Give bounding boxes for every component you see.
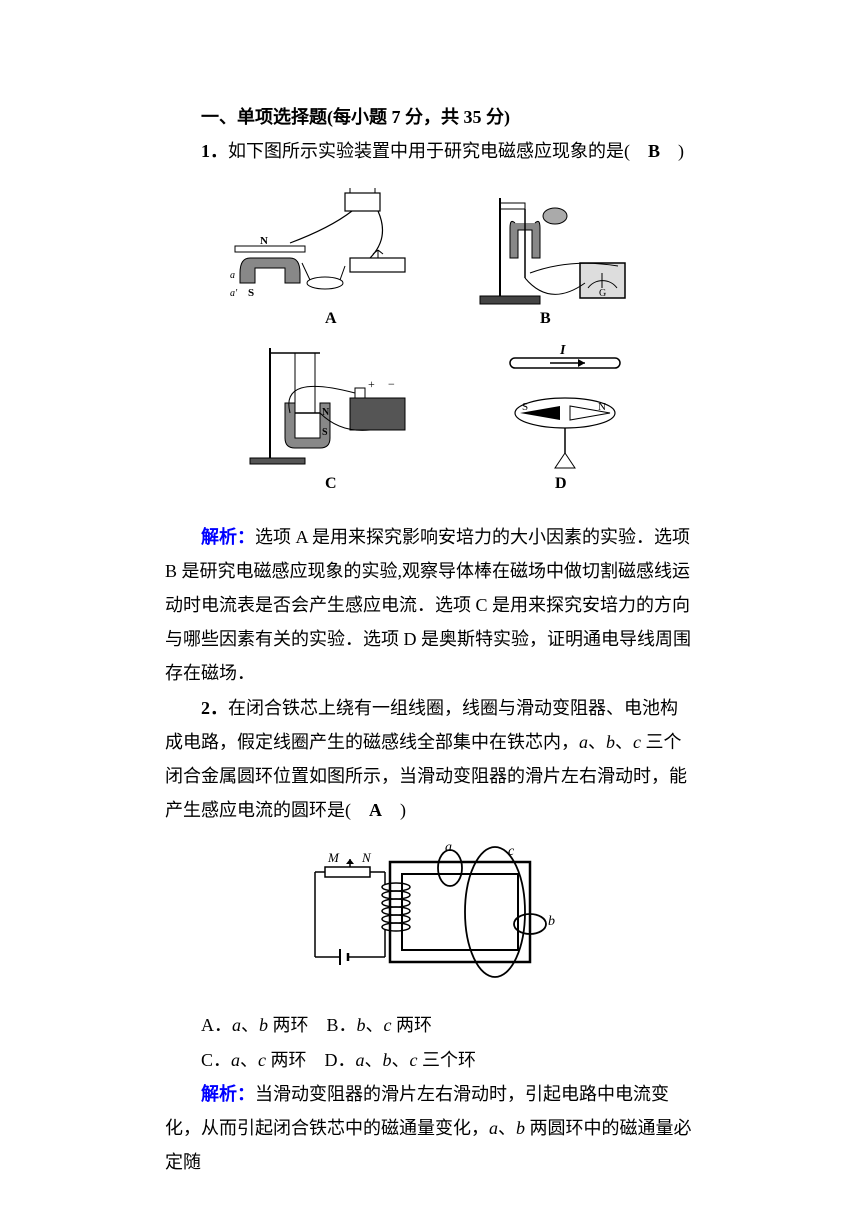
- q1-label-d: D: [555, 475, 567, 492]
- q1-explanation: 解析：选项 A 是用来探究影响安培力的大小因素的实验．选项 B 是研究电磁感应现…: [165, 520, 695, 691]
- svg-text:c: c: [508, 844, 515, 859]
- q2-b: b: [606, 732, 615, 752]
- opt-c-a: a: [231, 1050, 240, 1070]
- q2-number: 2．: [201, 698, 228, 718]
- q1-figure: N a S a' A G: [165, 178, 695, 509]
- svg-text:S: S: [248, 287, 254, 299]
- opt-d-c: c: [410, 1050, 418, 1070]
- q1-label-a: A: [325, 310, 337, 327]
- question-2: 2．在闭合铁芯上绕有一组线圈，线圈与滑动变阻器、电池构成电路，假定线圈产生的磁感…: [165, 691, 695, 828]
- opt-c-label: C．: [201, 1050, 231, 1070]
- opt-a-text: 两环: [268, 1015, 309, 1035]
- opt-a-a: a: [232, 1015, 241, 1035]
- q2-answer: A: [369, 800, 382, 820]
- question-1: 1．如下图所示实验装置中用于研究电磁感应现象的是( B ): [165, 134, 695, 168]
- q2-sep2: 、: [615, 732, 633, 752]
- q2-sep1: 、: [588, 732, 606, 752]
- svg-text:a': a': [230, 288, 238, 299]
- svg-text:−: −: [388, 377, 395, 391]
- opt-a-b: b: [259, 1015, 268, 1035]
- opt-d-b: b: [383, 1050, 392, 1070]
- q2-a: a: [579, 732, 588, 752]
- svg-text:G: G: [599, 288, 606, 299]
- svg-text:a: a: [445, 840, 452, 855]
- opt-c-sep: 、: [240, 1050, 258, 1070]
- q2-exp-a: a: [489, 1118, 498, 1138]
- opt-b-sep: 、: [366, 1015, 384, 1035]
- opt-d-sep1: 、: [365, 1050, 383, 1070]
- svg-text:a: a: [230, 270, 235, 281]
- svg-text:b: b: [548, 914, 555, 929]
- q2-exp-sep: 、: [498, 1118, 516, 1138]
- q1-number: 1．: [201, 141, 228, 161]
- q2-option-cd: C．a、c 两环 D．a、b、c 三个环: [165, 1043, 695, 1077]
- opt-b-c: c: [384, 1015, 392, 1035]
- svg-text:N: N: [361, 850, 372, 865]
- opt-b-b: b: [357, 1015, 366, 1035]
- q2-figure: a b c M N: [165, 837, 695, 998]
- opt-a-sep: 、: [241, 1015, 259, 1035]
- q2-c: c: [633, 732, 641, 752]
- q1-text: 如下图所示实验装置中用于研究电磁感应现象的是(: [228, 141, 630, 161]
- q1-label-c: C: [325, 475, 337, 492]
- q2-option-ab: A．a、b 两环 B．b、c 两环: [165, 1008, 695, 1042]
- svg-text:S: S: [522, 401, 528, 413]
- opt-d-text: 三个环: [418, 1050, 477, 1070]
- opt-a-label: A．: [201, 1015, 232, 1035]
- svg-text:I: I: [559, 343, 566, 358]
- q2-closing: ): [400, 800, 406, 820]
- section-header: 一、单项选择题(每小题 7 分，共 35 分): [165, 100, 695, 134]
- q1-answer: B: [648, 141, 660, 161]
- svg-text:S: S: [322, 427, 328, 438]
- q2-explanation: 解析：当滑动变阻器的滑片左右滑动时，引起电路中电流变化，从而引起闭合铁芯中的磁通…: [165, 1077, 695, 1180]
- opt-b-label: B．: [327, 1015, 357, 1035]
- q1-explanation-label: 解析：: [201, 527, 255, 547]
- q1-label-b: B: [540, 310, 551, 327]
- opt-c-c: c: [258, 1050, 266, 1070]
- opt-d-sep2: 、: [392, 1050, 410, 1070]
- opt-b-text: 两环: [392, 1015, 433, 1035]
- opt-d-a: a: [356, 1050, 365, 1070]
- svg-text:+: +: [368, 377, 375, 391]
- svg-text:N: N: [598, 401, 606, 413]
- svg-text:N: N: [260, 235, 268, 247]
- svg-text:M: M: [327, 850, 340, 865]
- opt-d-label: D．: [325, 1050, 356, 1070]
- opt-c-text: 两环: [266, 1050, 307, 1070]
- q1-explanation-text: 选项 A 是用来探究影响安培力的大小因素的实验．选项 B 是研究电磁感应现象的实…: [165, 527, 691, 684]
- q1-closing: ): [678, 141, 684, 161]
- q2-explanation-label: 解析：: [201, 1084, 255, 1104]
- q2-exp-b: b: [516, 1118, 525, 1138]
